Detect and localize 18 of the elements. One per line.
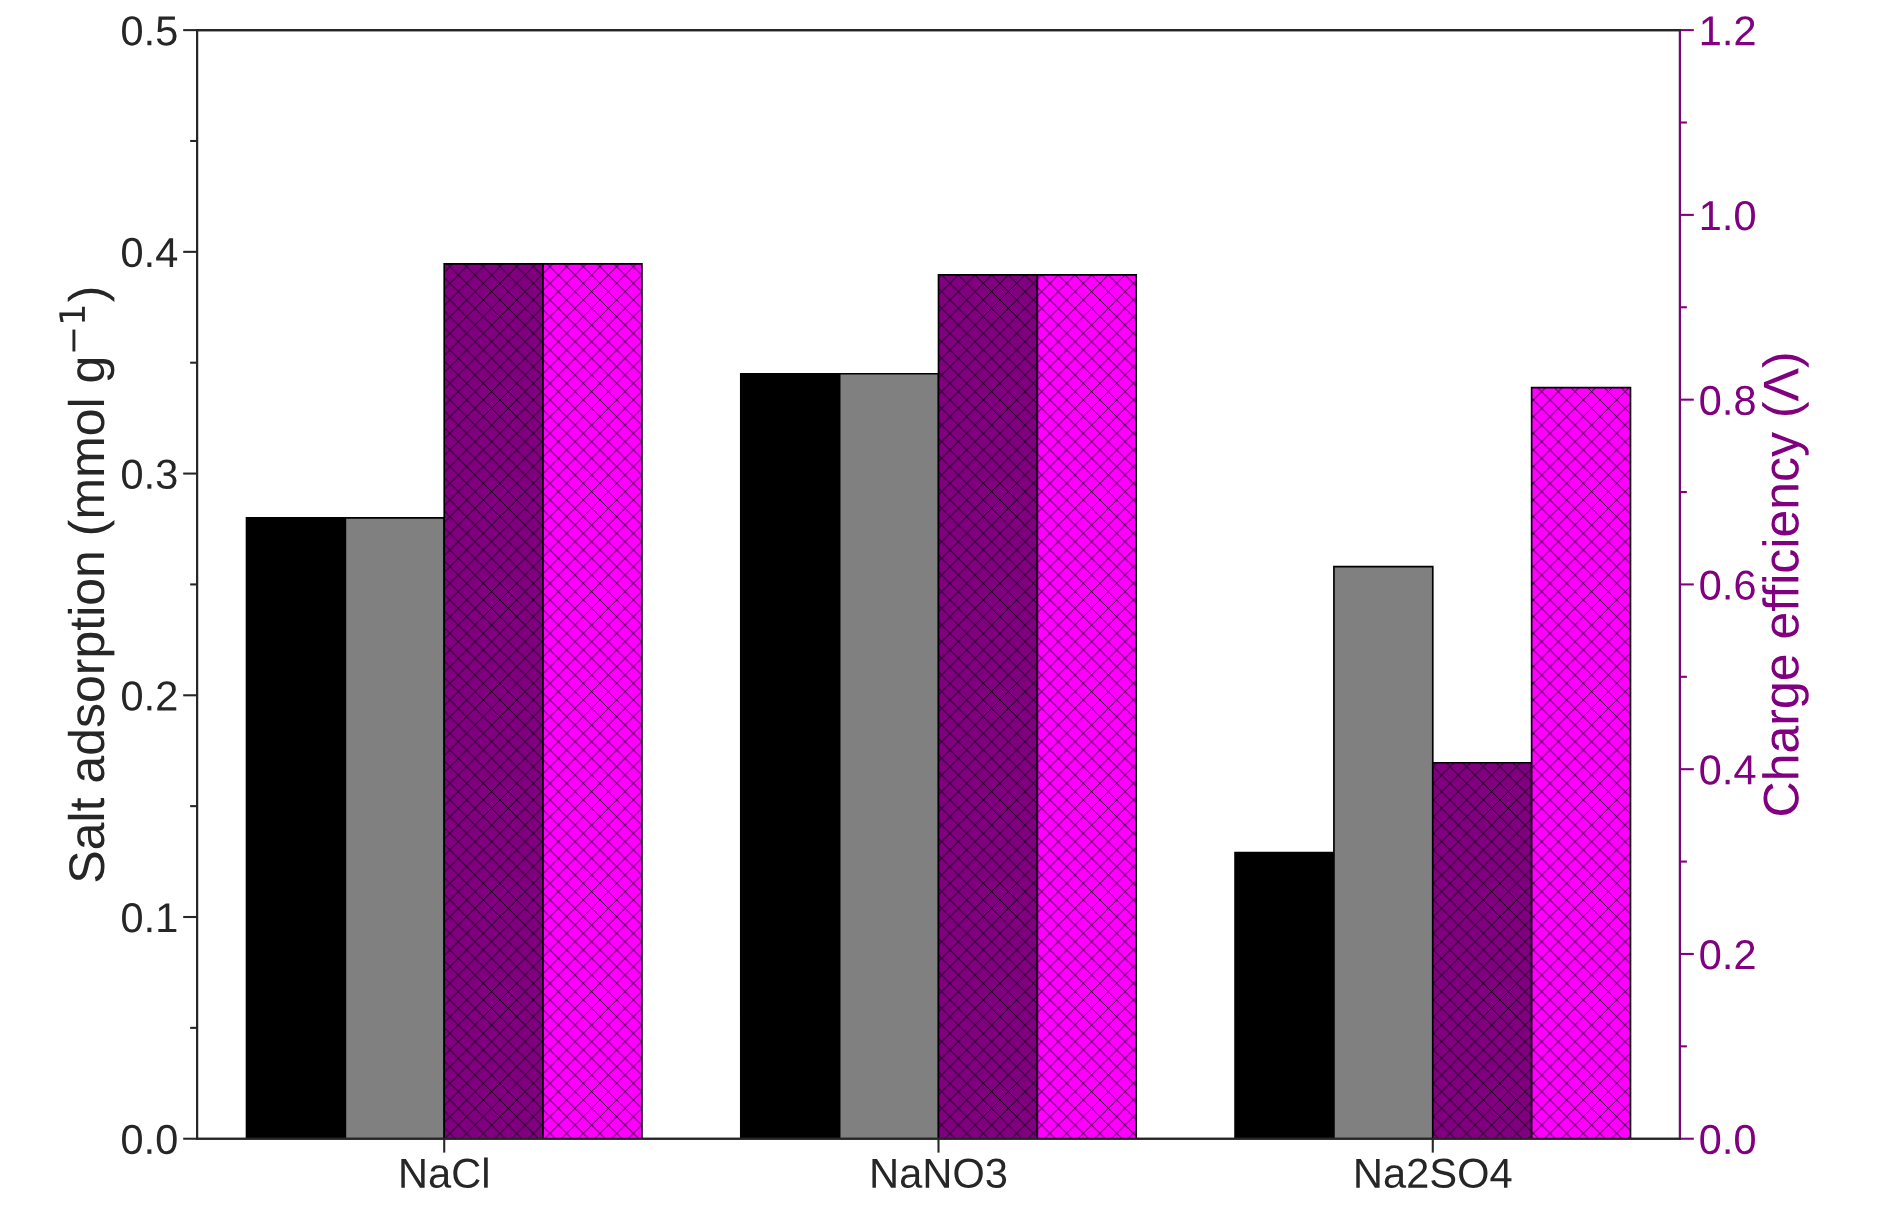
y2-tick-label: 1.0 bbox=[1701, 200, 1755, 231]
x-tick-label: NaCl bbox=[401, 1157, 488, 1189]
y-tick-label: 0.3 bbox=[122, 459, 177, 490]
x-tick-label: Na2SO4 bbox=[1356, 1158, 1512, 1189]
y2-tick-label: 0.2 bbox=[1700, 939, 1755, 970]
y-axis-title: Salt adsorption (mmol g$^{−1}$) bbox=[59, 288, 115, 882]
y2-axis-title: Charge efficiency (Λ) bbox=[1762, 354, 1809, 815]
y-tick-label: 0.5 bbox=[122, 16, 177, 46]
y2-tick-label: 0.0 bbox=[1700, 1124, 1755, 1155]
y2-tick-label: 0.4 bbox=[1700, 755, 1756, 785]
y2-tick-label: 0.8 bbox=[1700, 385, 1755, 416]
x-tick-label: NaNO3 bbox=[872, 1158, 1007, 1189]
y-tick-label: 0.2 bbox=[122, 681, 177, 711]
y-tick-label: 0.1 bbox=[122, 903, 177, 933]
y-tick-label: 0.4 bbox=[122, 237, 178, 268]
y2-tick-label: 0.6 bbox=[1700, 570, 1755, 600]
y-tick-label: 0.0 bbox=[122, 1124, 177, 1155]
y2-tick-label: 1.2 bbox=[1701, 16, 1755, 46]
